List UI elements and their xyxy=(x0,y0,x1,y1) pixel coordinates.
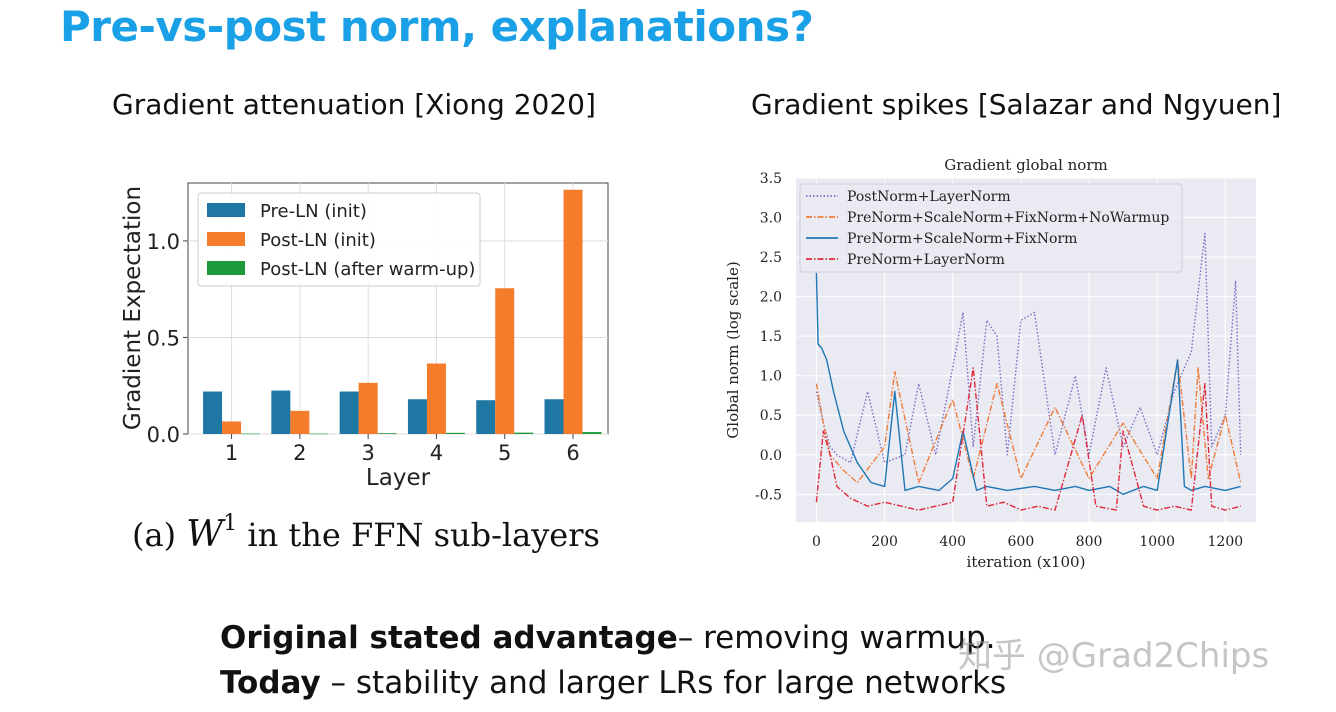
bar-x-tick-label: 2 xyxy=(293,441,306,465)
line-series-2 xyxy=(815,359,1242,484)
line-x-tick-label: 0 xyxy=(812,534,821,550)
line-x-axis-label: iteration (x100) xyxy=(967,553,1086,571)
line-chart-title: Gradient global norm xyxy=(944,156,1107,174)
bar-2-layer-1 xyxy=(222,421,242,434)
line-y-axis-label: Global norm (log scale) xyxy=(724,261,742,438)
bar-legend-label: Post-LN (after warm-up) xyxy=(260,259,475,280)
bar-x-tick-label: 3 xyxy=(361,441,374,465)
line-y-tick-label: 3.5 xyxy=(760,171,782,187)
bar-1-layer-4 xyxy=(407,399,427,434)
bar-legend-swatch xyxy=(207,261,245,275)
line-legend-box xyxy=(799,183,1183,273)
svg-text:(a) W1 in the FFN sub-layers: (a) W1 in the FFN sub-layers xyxy=(132,511,600,555)
bar-legend-box xyxy=(197,192,481,287)
bar-legend-label: Pre-LN (init) xyxy=(260,201,367,222)
line2-bold: Today xyxy=(220,665,321,701)
line1-rest: – removing warmup. xyxy=(677,620,996,656)
line-y-tick-label: 0.5 xyxy=(760,408,782,424)
bar-1-layer-1 xyxy=(203,391,223,434)
bar-2-layer-2 xyxy=(290,410,310,434)
gradient-expectation-bar-chart: 0.0 0.5 1.0 1 2 3 4 5 6 Gradient Expectation Lay… xyxy=(120,182,609,491)
bar-3-layer-4 xyxy=(445,432,465,434)
line-legend-label: PostNorm+LayerNorm xyxy=(847,189,1011,205)
line-x-tick-label: 200 xyxy=(871,534,898,550)
bar-y-tick-label: 1.0 xyxy=(147,230,180,254)
bar-3-layer-2 xyxy=(309,433,329,435)
bar-2-layer-4 xyxy=(426,363,446,434)
right-subtitle: Gradient spikes [Salazar and Ngyuen] xyxy=(751,88,1282,121)
bar-1-layer-2 xyxy=(271,390,291,434)
line-x-tick-label: 1000 xyxy=(1139,534,1175,550)
bar-1-layer-3 xyxy=(339,391,359,434)
bottom-line-1: Original stated advantage– removing warm… xyxy=(220,620,996,656)
line-y-tick-label: 3.0 xyxy=(760,211,782,227)
line-y-tick-label: 2.0 xyxy=(760,290,782,306)
bar-3-layer-3 xyxy=(377,433,397,434)
bar-y-axis-label: Gradient Expectation xyxy=(120,186,146,430)
bar-x-tick-label: 1 xyxy=(225,441,238,465)
line-y-tick-label: 1.5 xyxy=(760,329,782,345)
line-x-tick-label: 1200 xyxy=(1208,534,1244,550)
line-x-tick-label: 800 xyxy=(1076,534,1103,550)
line-y-tick-label: 2.5 xyxy=(760,250,782,266)
bar-2-layer-5 xyxy=(495,288,515,434)
bar-3-layer-6 xyxy=(582,432,602,434)
bar-2-layer-6 xyxy=(563,189,583,434)
bar-x-tick-label: 5 xyxy=(498,441,511,465)
bar-1-layer-6 xyxy=(544,399,564,434)
bar-2-layer-3 xyxy=(358,382,378,434)
line-x-tick-label: 400 xyxy=(939,534,966,550)
caption-prefix: (a) xyxy=(132,516,186,554)
bar-1-layer-5 xyxy=(476,400,496,434)
watermark: 知乎 @Grad2Chips xyxy=(958,636,1270,676)
ffn-caption: (a) W1 in the FFN sub-layers xyxy=(132,511,600,555)
line-series-4 xyxy=(815,367,1241,511)
slide-title: Pre-vs-post norm, explanations? xyxy=(60,2,814,51)
bottom-line-2: Today – stability and larger LRs for lar… xyxy=(220,665,1006,701)
line-legend-label: PreNorm+LayerNorm xyxy=(847,252,1005,268)
bar-y-tick-label: 0.5 xyxy=(147,326,180,350)
bar-3-layer-5 xyxy=(514,432,534,434)
bar-legend-label: Post-LN (init) xyxy=(260,230,376,251)
line-y-tick-label: 1.0 xyxy=(760,369,782,385)
bar-x-tick-label: 4 xyxy=(430,441,443,465)
line-y-tick-label: -0.5 xyxy=(755,487,782,503)
caption-suffix: in the FFN sub-layers xyxy=(237,516,600,554)
left-subtitle: Gradient attenuation [Xiong 2020] xyxy=(112,88,596,121)
caption-math-sup: 1 xyxy=(223,511,237,536)
caption-math-base: W xyxy=(186,514,226,555)
bar-3-layer-1 xyxy=(241,433,261,435)
bar-y-tick-label: 0.0 xyxy=(147,423,180,447)
line2-rest: – stability and larger LRs for large net… xyxy=(320,665,1007,701)
line1-bold: Original stated advantage xyxy=(220,620,678,656)
line-y-tick-label: 0.0 xyxy=(760,448,782,464)
line-series-3 xyxy=(815,272,1241,495)
bar-x-tick-label: 6 xyxy=(566,441,579,465)
bar-legend-swatch xyxy=(207,232,245,246)
line-legend-label: PreNorm+ScaleNorm+FixNorm+NoWarmup xyxy=(847,210,1169,226)
bar-legend-swatch xyxy=(207,203,245,217)
gradient-global-norm-line-chart: Gradient global norm -0.5 0.0 0.5 1.0 1.5 2.0… xyxy=(724,156,1256,571)
line-legend-label: PreNorm+ScaleNorm+FixNorm xyxy=(847,231,1077,247)
bar-x-axis-label: Layer xyxy=(366,465,431,491)
line-x-tick-label: 600 xyxy=(1008,534,1035,550)
line-series-1 xyxy=(815,232,1242,464)
